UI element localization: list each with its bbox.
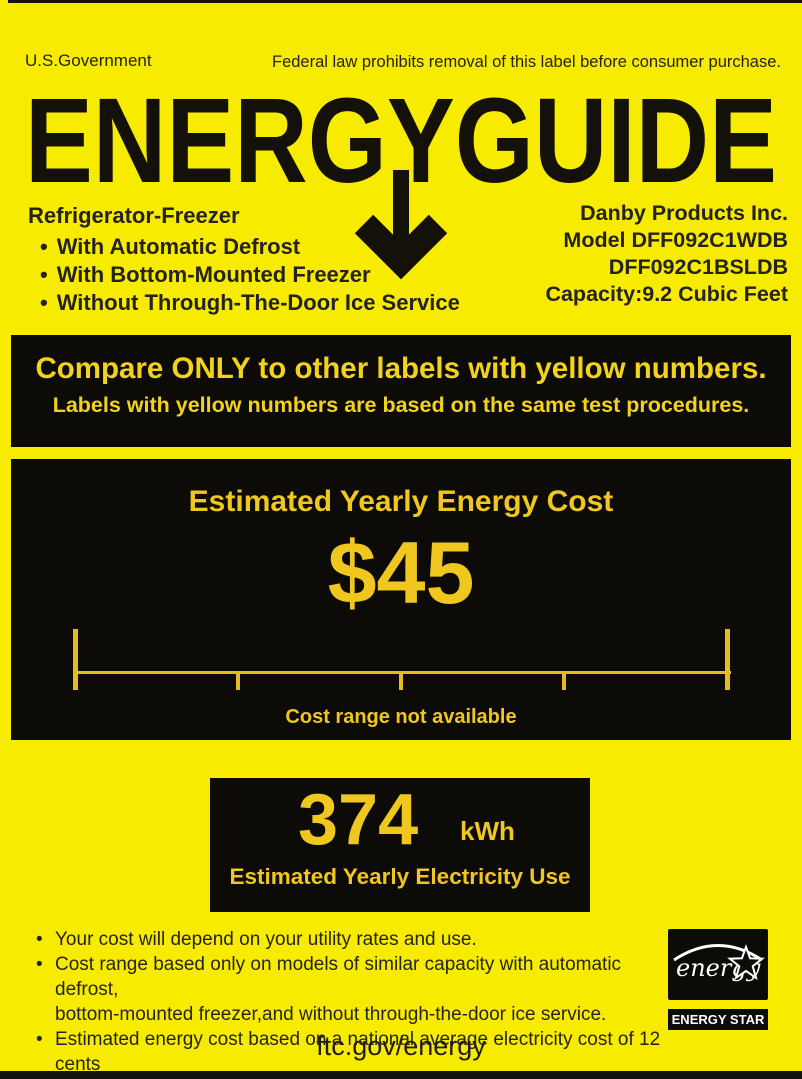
footnote-list: • Your cost will depend on your utility … <box>36 927 686 1079</box>
bullet-icon: • <box>36 1029 43 1050</box>
energy-cost-value: $45 <box>327 523 475 622</box>
down-arrow-icon <box>354 170 448 280</box>
scale-line <box>75 671 731 674</box>
bullet-icon: • <box>40 290 48 315</box>
scale-tick-mid <box>236 671 240 690</box>
feature-item: • Without Through-The-Door Ice Service <box>28 289 460 317</box>
feature-text: Without Through-The-Door Ice Service <box>56 290 460 315</box>
capacity-label: Capacity:9.2 Cubic Feet <box>545 282 788 306</box>
footnote-text: Your cost will depend on your utility ra… <box>55 929 477 950</box>
footnote-item: • Cost range based only on models of sim… <box>36 952 686 1027</box>
electricity-use-value: 374 <box>298 780 419 860</box>
star-icon <box>727 944 765 981</box>
manufacturer-name: Danby Products Inc. <box>580 201 788 225</box>
bullet-icon: • <box>40 262 48 287</box>
energy-star-arc <box>673 944 763 962</box>
electricity-use-caption: Estimated Yearly Electricity Use <box>229 864 571 889</box>
us-government-label: U.S.Government <box>25 51 152 70</box>
feature-text: With Bottom-Mounted Freezer <box>56 262 371 287</box>
electricity-use-panel: 374 kWh Estimated Yearly Electricity Use <box>210 778 590 912</box>
bullet-icon: • <box>36 954 43 975</box>
scale-tick-mid <box>399 671 403 690</box>
bullet-icon: • <box>40 234 48 259</box>
bottom-edge-bar <box>0 1071 802 1079</box>
energyguide-logo: ENERGYGUIDE <box>25 92 777 280</box>
scale-tick-right <box>725 629 730 690</box>
product-description: Refrigerator-Freezer • With Automatic Def… <box>28 202 460 317</box>
ftc-url: ftc.gov/energy <box>316 1031 486 1061</box>
feature-text: With Automatic Defrost <box>56 234 301 259</box>
energy-star-mark: energy <box>668 929 768 1000</box>
footnote-item: • Estimated energy cost based on a natio… <box>36 1027 686 1079</box>
federal-law-notice: Federal law prohibits removal of this la… <box>271 53 781 71</box>
top-edge-strip <box>8 0 802 3</box>
scale-tick-left <box>73 629 78 690</box>
bullet-icon: • <box>36 929 43 950</box>
footnote-item: • Your cost will depend on your utility … <box>36 927 686 952</box>
energy-cost-panel: Estimated Yearly Energy Cost $45 Cost ra… <box>11 459 791 740</box>
electricity-use-unit: kWh <box>460 816 515 846</box>
energy-star-label: ENERGY STAR <box>668 1009 768 1030</box>
model-number-secondary: DFF092C1BSLDB <box>608 255 788 279</box>
footnote-text: bottom-mounted freezer,and without throu… <box>55 1004 607 1025</box>
compare-banner: Compare ONLY to other labels with yellow… <box>11 335 791 447</box>
feature-item: • With Bottom-Mounted Freezer <box>28 261 460 289</box>
manufacturer-info: Danby Products Inc. Model DFF092C1WDB DF… <box>545 200 788 308</box>
compare-subline: Labels with yellow numbers are based on … <box>52 393 750 417</box>
footnote-text: Estimated energy cost based on a nationa… <box>55 1029 661 1075</box>
energy-cost-title: Estimated Yearly Energy Cost <box>188 485 614 518</box>
cost-range-note: Cost range not available <box>285 706 517 728</box>
product-type: Refrigerator-Freezer <box>28 203 240 228</box>
energy-star-logo: energy ENERGY STAR <box>668 929 768 1030</box>
feature-item: • With Automatic Defrost <box>28 233 460 261</box>
footnote-text: Cost range based only on models of simil… <box>55 954 622 1000</box>
scale-tick-mid <box>562 671 566 690</box>
compare-headline: Compare ONLY to other labels with yellow… <box>35 352 767 385</box>
model-number-primary: Model DFF092C1WDB <box>563 228 788 252</box>
